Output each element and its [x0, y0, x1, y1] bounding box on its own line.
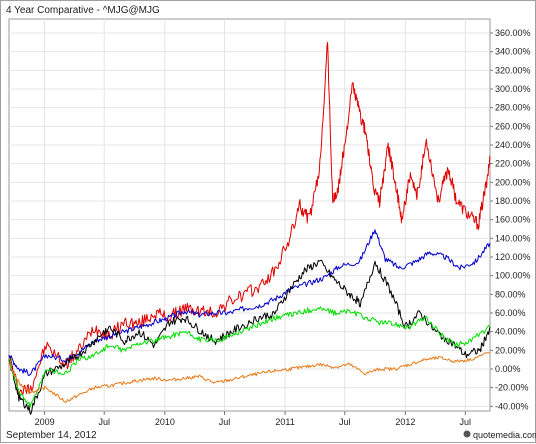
- y-tick-label: 80.00%: [495, 289, 526, 299]
- y-axis: 360.00% 340.00% 320.00% 300.00% 280.00% 260.0…: [490, 28, 531, 411]
- y-tick-label: 100.00%: [495, 271, 531, 281]
- y-tick-label: 0.00%: [495, 364, 521, 374]
- y-tick-label: 140.00%: [495, 233, 531, 243]
- y-tick-label: 340.00%: [495, 47, 531, 57]
- quotemedia-brand: quotemedia.com: [473, 430, 536, 440]
- x-tick-label: Jul: [219, 417, 231, 427]
- y-tick-label: 180.00%: [495, 196, 531, 206]
- y-tick-label: 120.00%: [495, 252, 531, 262]
- x-tick-label: 2012: [395, 417, 415, 427]
- chart-title: 4 Year Comparative - ^MJG@MJG: [6, 5, 160, 16]
- y-tick-label: 60.00%: [495, 308, 526, 318]
- quotemedia-logo[interactable]: quotemedia.com: [464, 430, 536, 440]
- x-tick-label: 2009: [35, 417, 55, 427]
- x-tick-label: Jul: [339, 417, 351, 427]
- y-tick-label: 320.00%: [495, 65, 531, 75]
- y-tick-label: 220.00%: [495, 159, 531, 169]
- y-tick-label: 300.00%: [495, 84, 531, 94]
- y-tick-label: 200.00%: [495, 177, 531, 187]
- x-tick-label: 2011: [275, 417, 294, 427]
- y-tick-label: 40.00%: [495, 327, 526, 337]
- y-tick-label: 160.00%: [495, 215, 531, 225]
- x-tick-label: Jul: [460, 417, 472, 427]
- x-axis: 2009 Jul 2010 Jul 2011 Jul 2012 Jul: [35, 411, 471, 427]
- y-tick-label: -20.00%: [495, 383, 529, 393]
- y-tick-label: 240.00%: [495, 140, 531, 150]
- y-tick-label: 20.00%: [495, 345, 526, 355]
- x-tick-label: 2010: [155, 417, 175, 427]
- y-tick-label: 360.00%: [495, 28, 531, 38]
- y-tick-label: 260.00%: [495, 121, 531, 131]
- y-tick-label: -40.00%: [495, 401, 529, 411]
- footer-date: September 14, 2012: [6, 430, 97, 441]
- y-tick-label: 280.00%: [495, 103, 531, 113]
- x-tick-label: Jul: [98, 417, 110, 427]
- quotemedia-logo-icon: [464, 431, 471, 438]
